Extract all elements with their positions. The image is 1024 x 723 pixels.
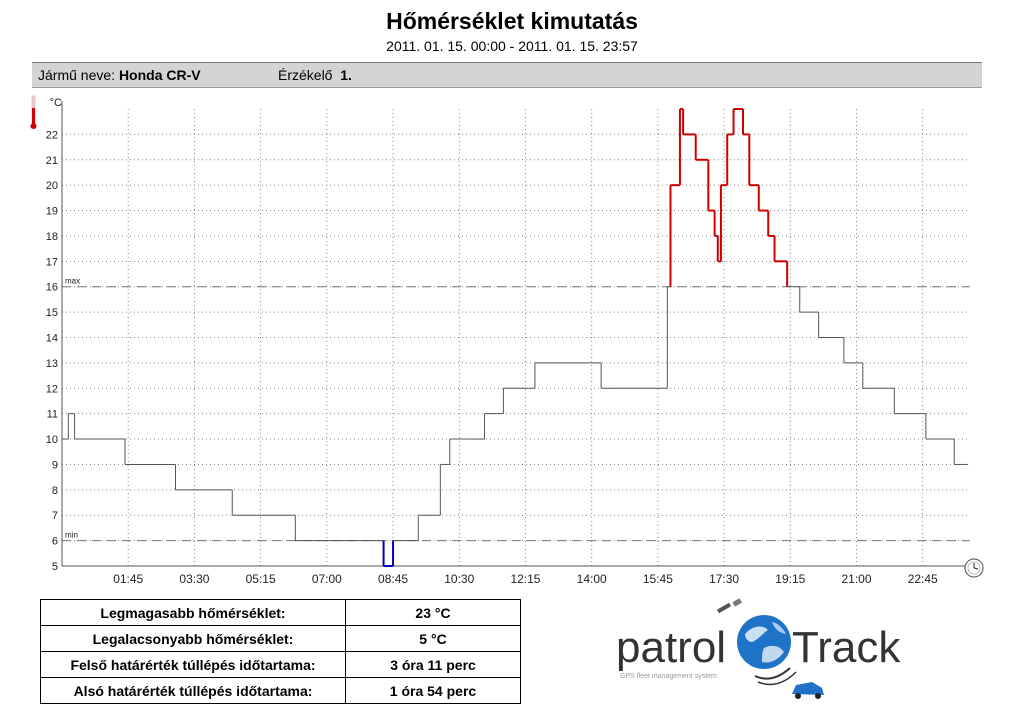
- stat-value: 23 °C: [345, 599, 521, 626]
- vehicle-name: Honda CR-V: [118, 67, 201, 83]
- x-tick-label: 07:00: [312, 572, 342, 586]
- vehicle-info: Jármű neve: Honda CR-V: [38, 67, 201, 83]
- y-tick-label: 22: [46, 129, 58, 141]
- stat-row: Alsó határérték túllépés időtartama: 1 ó…: [40, 677, 521, 704]
- sensor-label: Érzékelő: [278, 67, 333, 83]
- stat-row: Legalacsonyabb hőmérséklet: 5 °C: [40, 625, 521, 652]
- x-tick-label: 22:45: [908, 572, 938, 586]
- x-tick-label: 01:45: [113, 572, 143, 586]
- stat-value: 3 óra 11 perc: [345, 651, 521, 678]
- patroltrack-logo: patrol Track GPS fleet management system: [616, 598, 901, 699]
- stat-label: Legmagasabb hőmérséklet:: [40, 599, 346, 626]
- chart-axes: 5 6 7 8 9 10 11 12 13 14 15 16 17 18 19 20 21 22 °C 01:45 03…: [46, 97, 970, 586]
- y-tick-label: 18: [46, 231, 58, 243]
- y-tick-label: 14: [46, 333, 58, 345]
- chart-grid: [62, 109, 970, 566]
- y-tick-label: 17: [46, 256, 58, 268]
- stat-value: 1 óra 54 perc: [345, 677, 521, 704]
- y-tick-label: 12: [46, 383, 58, 395]
- threshold-label-min: min: [65, 531, 78, 540]
- y-tick-label: 15: [46, 307, 58, 319]
- logo-word-patrol: patrol: [616, 623, 726, 672]
- threshold-label-max: max: [65, 277, 80, 286]
- clock-icon: [964, 558, 984, 578]
- x-tick-label: 14:00: [577, 572, 607, 586]
- y-tick-label: 7: [52, 510, 58, 522]
- y-tick-label: 19: [46, 206, 58, 218]
- x-tick-label: 03:30: [179, 572, 209, 586]
- x-tick-label: 10:30: [444, 572, 474, 586]
- x-tick-label: 12:15: [510, 572, 540, 586]
- y-tick-label: 6: [52, 536, 58, 548]
- y-unit-label: °C: [50, 97, 62, 109]
- y-tick-label: 5: [52, 561, 58, 573]
- y-tick-label: 13: [46, 358, 58, 370]
- sensor-info: Érzékelő 1.: [278, 67, 352, 83]
- y-tick-label: 20: [46, 180, 58, 192]
- x-tick-label: 05:15: [246, 572, 276, 586]
- vehicle-info-bar: Jármű neve: Honda CR-V Érzékelő 1.: [32, 62, 982, 88]
- temperature-series: [62, 108, 969, 567]
- logo-word-track: Track: [792, 623, 901, 672]
- temperature-chart: max min 5 6 7 8 9 10 11 12 13 14 15 16 17 18 19 20 21 22 °C…: [30, 95, 984, 586]
- y-tick-label: 16: [46, 282, 58, 294]
- stat-row: Felső határérték túllépés időtartama: 3 …: [40, 651, 521, 678]
- stat-label: Felső határérték túllépés időtartama:: [40, 651, 346, 678]
- statistics-table: Legmagasabb hőmérséklet: 23 °C Legalacso…: [40, 599, 521, 704]
- stat-value: 5 °C: [345, 625, 521, 652]
- y-tick-label: 11: [47, 409, 58, 421]
- stat-label: Legalacsonyabb hőmérséklet:: [40, 625, 346, 652]
- y-tick-label: 8: [52, 485, 58, 497]
- report-title: Hőmérséklet kimutatás: [386, 8, 638, 34]
- x-tick-label: 19:15: [775, 572, 805, 586]
- sensor-value: 1.: [340, 67, 352, 83]
- y-tick-label: 10: [46, 434, 58, 446]
- satellite-icon: [716, 598, 742, 614]
- threshold-lines: max min: [62, 277, 970, 542]
- x-tick-label: 15:45: [643, 572, 673, 586]
- logo-tagline: GPS fleet management system: [620, 673, 717, 680]
- y-tick-label: 21: [46, 155, 58, 167]
- thermometer-icon: [30, 95, 37, 129]
- vehicle-label: Jármű neve:: [38, 67, 116, 83]
- report-date-range: 2011. 01. 15. 00:00 - 2011. 01. 15. 23:5…: [386, 38, 638, 54]
- y-tick-label: 9: [52, 459, 58, 471]
- stat-label: Alsó határérték túllépés időtartama:: [40, 677, 346, 704]
- x-tick-label: 08:45: [378, 572, 408, 586]
- x-tick-label: 21:00: [841, 572, 871, 586]
- stat-row: Legmagasabb hőmérséklet: 23 °C: [40, 599, 521, 626]
- car-icon: [792, 682, 824, 699]
- x-tick-label: 17:30: [709, 572, 739, 586]
